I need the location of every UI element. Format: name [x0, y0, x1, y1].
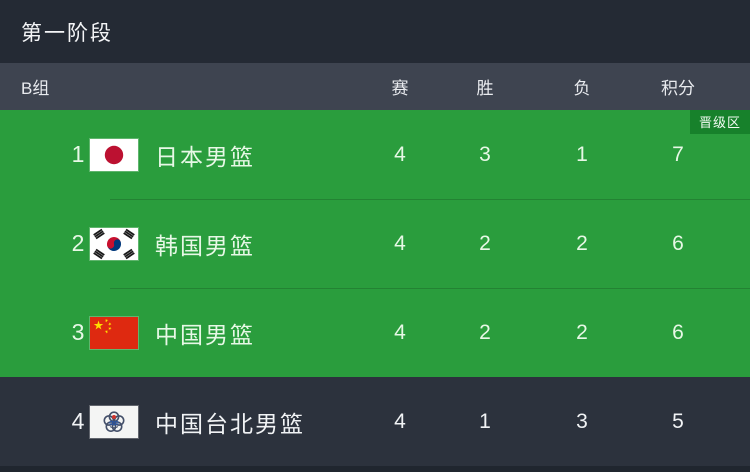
china-flag-icon: [90, 316, 138, 349]
team-name: 韩国男篮: [155, 232, 255, 259]
team-name: 中国男篮: [155, 321, 255, 348]
bottom-divider: [0, 466, 750, 472]
column-header-won: 胜: [476, 79, 494, 98]
played-cell: 4: [394, 320, 406, 344]
rank-cell: 1: [71, 141, 85, 167]
table-row[interactable]: 2: [0, 199, 750, 288]
rank-cell: 4: [71, 408, 85, 434]
played-cell: 4: [394, 409, 406, 433]
won-cell: 2: [479, 320, 491, 344]
column-header-lost: 负: [573, 79, 591, 98]
stage-header-bar: 第一阶段: [0, 0, 750, 63]
lost-cell: 2: [576, 320, 588, 344]
lost-cell: 2: [576, 231, 588, 255]
table-row[interactable]: 晋级区 1 日本男篮 4 3 1 7: [0, 110, 750, 199]
rank-cell: 2: [71, 230, 85, 256]
won-cell: 2: [479, 231, 491, 255]
group-label: B组: [21, 79, 50, 98]
won-cell: 3: [479, 142, 491, 166]
team-name: 日本男篮: [155, 143, 255, 170]
team-name: 中国台北男篮: [155, 410, 305, 437]
lost-cell: 1: [576, 142, 588, 166]
rank-cell: 3: [71, 319, 85, 345]
played-cell: 4: [394, 231, 406, 255]
points-cell: 5: [672, 409, 684, 433]
promotion-zone-badge: 晋级区: [689, 110, 750, 134]
table-row[interactable]: 3 中国男篮 4 2 2 6: [0, 288, 750, 377]
stage-title: 第一阶段: [21, 21, 113, 45]
lost-cell: 3: [576, 409, 588, 433]
points-cell: 7: [672, 142, 684, 166]
standings-table: 晋级区 1 日本男篮 4 3 1 7 2: [0, 110, 750, 472]
south-korea-flag-icon: [90, 227, 138, 260]
points-cell: 6: [672, 320, 684, 344]
table-row[interactable]: 4 中国台北男篮 4: [0, 377, 750, 466]
played-cell: 4: [394, 142, 406, 166]
table-header-row: B组 赛 胜 负 积分: [0, 63, 750, 110]
japan-flag-icon: [90, 138, 138, 171]
column-header-points: 积分: [661, 79, 695, 98]
won-cell: 1: [479, 409, 491, 433]
chinese-taipei-flag-icon: [90, 405, 138, 438]
points-cell: 6: [672, 231, 684, 255]
column-header-played: 赛: [391, 79, 409, 98]
